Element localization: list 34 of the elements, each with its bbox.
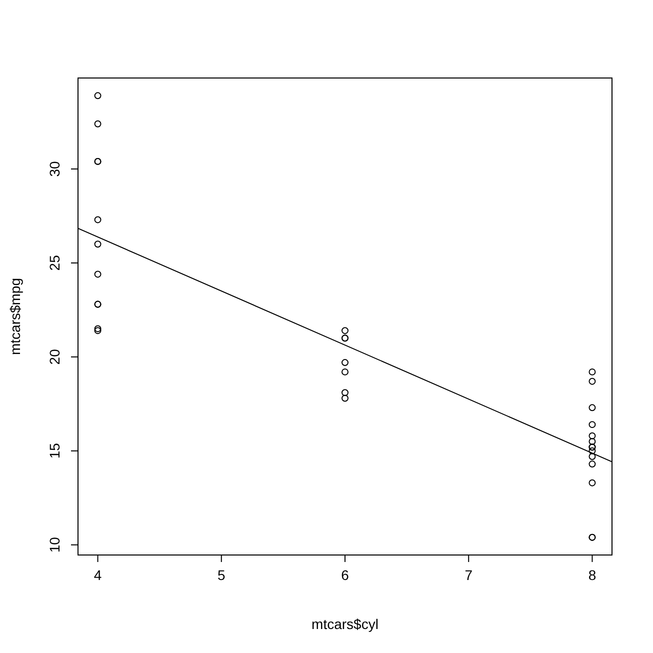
x-tick-label: 5 (217, 566, 226, 583)
y-tick-label: 20 (46, 348, 63, 365)
y-tick-label: 10 (46, 536, 63, 553)
y-tick-label: 15 (46, 442, 63, 459)
point (342, 389, 348, 396)
x-tick-label: 6 (341, 566, 350, 583)
point (94, 240, 102, 248)
point (588, 421, 596, 428)
point (94, 120, 102, 128)
point (342, 394, 348, 402)
x-tick-label: 8 (588, 566, 596, 583)
y-tick-label: 30 (46, 160, 63, 177)
point (342, 359, 348, 366)
point (588, 432, 596, 440)
point (342, 327, 348, 334)
y-tick-label: 25 (46, 254, 63, 271)
point (588, 378, 596, 385)
point (94, 216, 102, 224)
point (94, 325, 102, 332)
point (588, 447, 596, 454)
point (342, 368, 348, 376)
point (588, 404, 596, 412)
y-axis-title: mtcars$mpg (7, 278, 23, 356)
point (588, 453, 596, 460)
x-tick-label: 7 (464, 566, 473, 583)
point (588, 460, 596, 468)
x-tick-label: 4 (94, 566, 102, 583)
point (588, 368, 596, 376)
x-axis-title: mtcars$cyl (312, 616, 378, 632)
point (94, 327, 102, 334)
point (94, 270, 102, 278)
point (94, 92, 102, 100)
point (588, 479, 596, 486)
point (588, 438, 596, 445)
